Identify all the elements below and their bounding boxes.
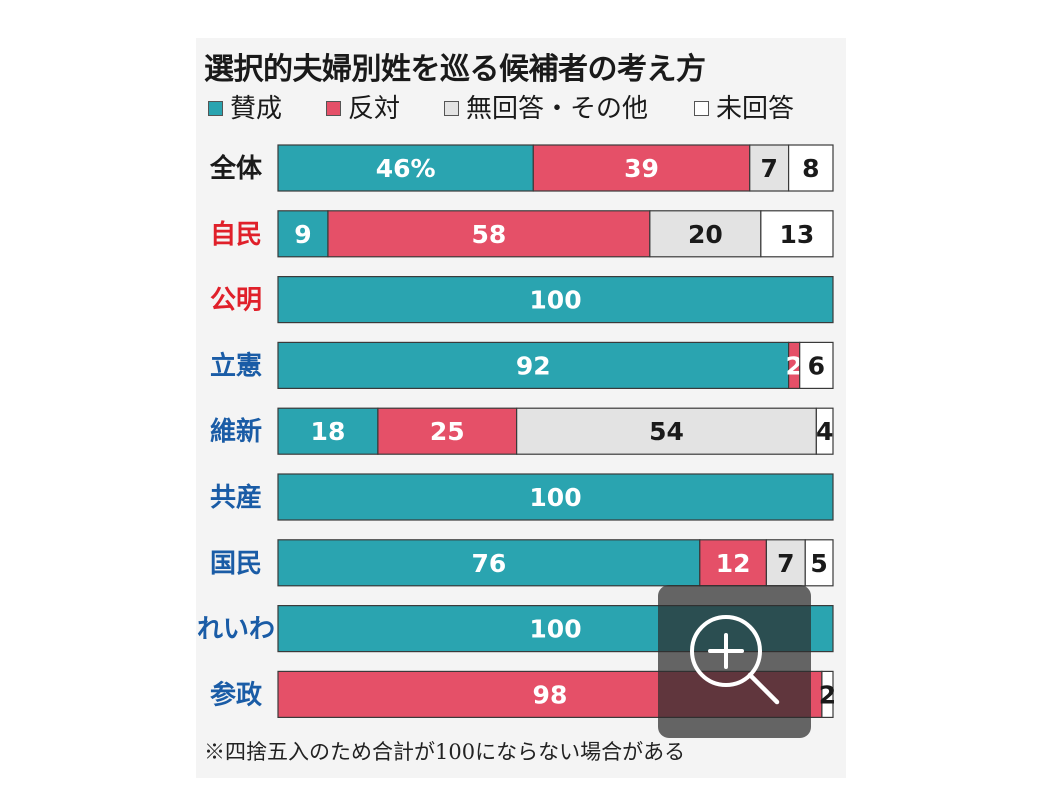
legend-label: 反対 [348,94,401,124]
bar-segment [277,407,379,455]
value-label: 5 [810,549,827,578]
value-label: 7 [760,154,777,183]
legend-label: 無回答・その他 [466,94,649,124]
row-label: 公明 [210,286,262,316]
bar-segment [815,407,834,455]
row-label: 自民 [210,219,262,250]
bar-segment [277,210,329,258]
legend-swatch [208,101,223,116]
legend-label: 未回答 [716,94,795,124]
value-label: 8 [802,154,819,183]
value-label: 4 [816,417,833,446]
value-label: 9 [294,220,311,249]
value-label: 58 [472,220,507,249]
legend: 賛成 反対 無回答・その他 未回答 [208,92,828,126]
chart-title: 選択的夫婦別姓を巡る候補者の考え方 [204,52,706,87]
bar-segment [804,539,834,587]
bar-segment [787,144,834,192]
value-label: 20 [688,220,723,249]
value-label: 12 [716,549,751,578]
bar-segment [516,407,817,455]
value-label: 2 [819,680,836,709]
legend-swatch [694,101,709,116]
value-label: 39 [624,154,659,183]
value-label: 6 [808,351,825,380]
bar-segment [821,670,834,719]
row-label: 参政 [210,679,262,710]
value-label: 46% [376,154,436,183]
bar-segment [277,276,834,324]
zoom-in-icon [690,615,780,705]
zoom-button[interactable] [658,585,811,738]
legend-label: 賛成 [230,94,283,124]
bar-segment [760,210,834,258]
footnote: ※四捨五入のため合計が100にならない場合がある [204,740,686,764]
row-label: れいわ [197,615,275,645]
legend-swatch [444,101,459,116]
value-label: 100 [529,615,581,644]
bar-segment [277,473,834,521]
bar-segment [377,407,518,455]
value-label: 98 [533,680,568,709]
bar-segment [277,539,701,587]
value-label: 54 [649,417,684,446]
bar-segment [799,341,834,389]
bar-segment [649,210,762,258]
value-label: 76 [472,549,507,578]
value-label: 100 [529,286,581,315]
bar-segment [327,210,651,258]
value-label: 92 [516,351,551,380]
value-label: 100 [529,483,581,512]
value-label: 18 [311,417,346,446]
row-label: 全体 [209,153,263,184]
value-label: 25 [430,417,465,446]
value-label: 7 [777,549,794,578]
value-label: 2 [785,351,802,380]
row-label: 国民 [210,549,262,579]
row-label: 維新 [210,416,262,447]
value-label: 13 [780,220,815,249]
legend-swatch [326,101,341,116]
bar-segment [699,539,767,587]
row-label: 共産 [210,482,262,513]
row-label: 立憲 [210,350,262,381]
